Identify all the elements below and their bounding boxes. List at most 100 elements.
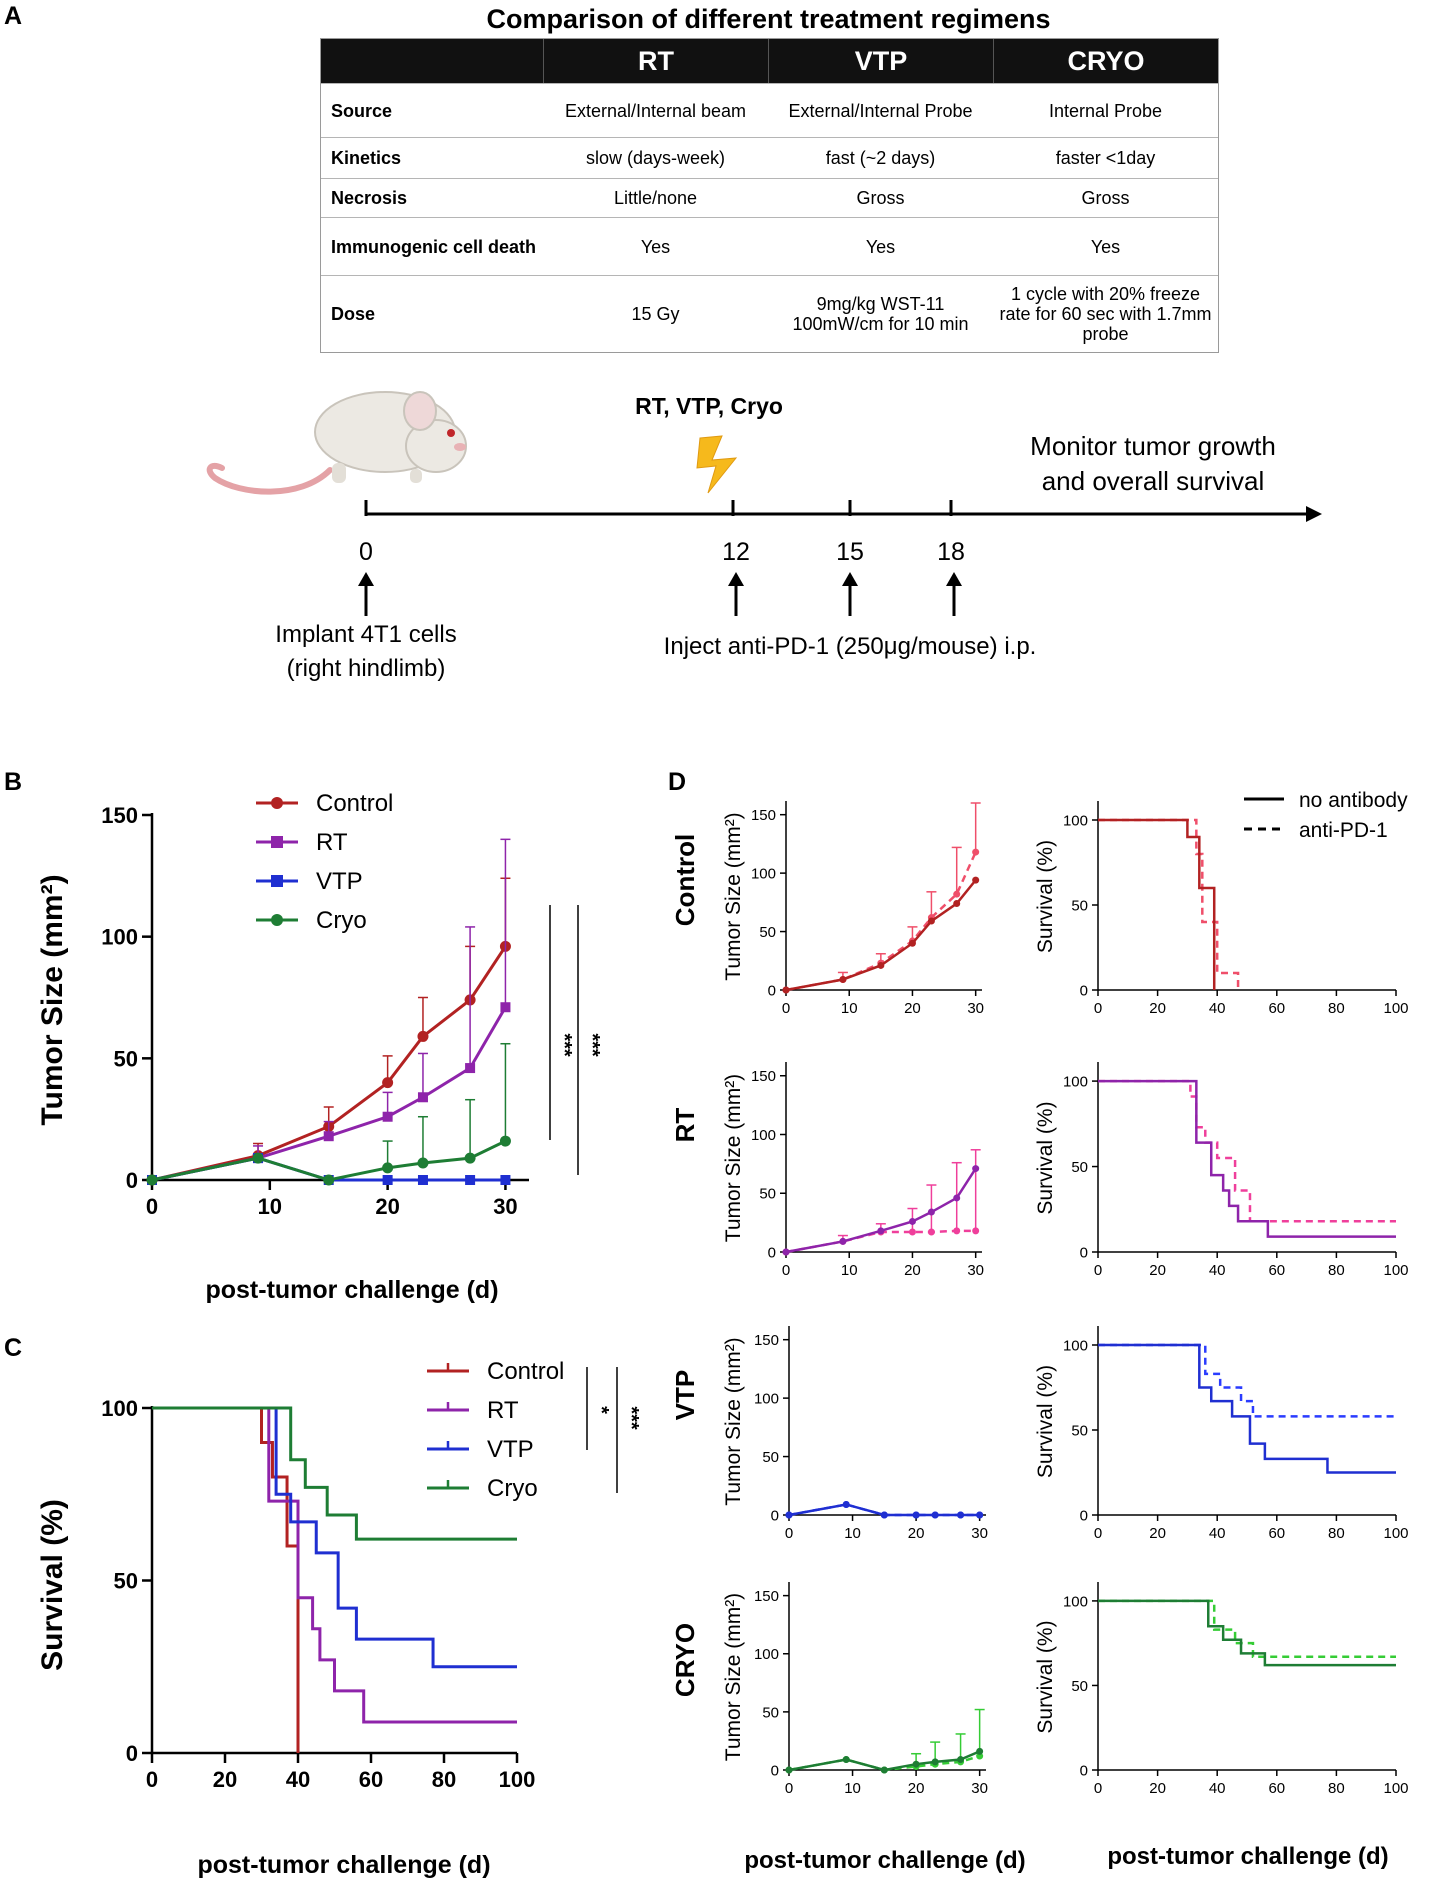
legend-label: Cryo bbox=[487, 1475, 538, 1502]
table-cell: Source bbox=[331, 100, 393, 121]
x-tick-label: 30 bbox=[971, 1780, 988, 1797]
data-point bbox=[782, 986, 790, 994]
x-tick-label: 80 bbox=[1328, 1262, 1345, 1279]
table-row: Immunogenic cell death Yes Yes Yes bbox=[321, 217, 1218, 275]
data-point bbox=[957, 1756, 965, 1764]
table-row: Dose 15 Gy 9mg/kg WST-11 100mW/cm for 10… bbox=[321, 275, 1218, 352]
x-tick-label: 10 bbox=[258, 1194, 282, 1219]
legend-label: VTP bbox=[487, 1436, 534, 1463]
legend-label: anti-PD-1 bbox=[1299, 819, 1388, 842]
x-tick-label: 20 bbox=[904, 1262, 921, 1279]
survival-curve bbox=[152, 1406, 300, 1753]
legend-b: Control RT VTP Cryo bbox=[256, 790, 393, 934]
monitor-label: Monitor tumor growth bbox=[1030, 431, 1276, 461]
y-tick-label: 100 bbox=[751, 1127, 776, 1144]
lightning-icon bbox=[696, 435, 738, 494]
y-tick-label: 0 bbox=[1080, 1507, 1088, 1524]
y-tick-label: 100 bbox=[1063, 1593, 1088, 1610]
table-cell: Immunogenic cell death bbox=[331, 236, 537, 257]
timeline-tick-label: 12 bbox=[722, 538, 750, 566]
legend-label: Cryo bbox=[316, 907, 367, 934]
y-tick-label: 100 bbox=[751, 866, 776, 883]
y-axis-label: Survival (%) bbox=[36, 1499, 69, 1671]
x-tick-label: 60 bbox=[1268, 1000, 1285, 1017]
x-tick-label: 40 bbox=[1209, 1262, 1226, 1279]
data-point bbox=[500, 1175, 511, 1185]
legend-label: Control bbox=[316, 790, 393, 817]
y-axis-label: Tumor Size (mm²) bbox=[36, 874, 69, 1125]
chart-d-row: 0 10 20 30 0 50 100 150 Tumor Size (mm²) VTP 0 20 40… bbox=[670, 1326, 1409, 1542]
legend-label: no antibody bbox=[1299, 789, 1408, 812]
data-point bbox=[146, 1174, 158, 1186]
data-point bbox=[976, 1511, 984, 1519]
y-tick-label: 50 bbox=[1071, 1159, 1088, 1176]
x-tick-label: 100 bbox=[1383, 1000, 1408, 1017]
x-tick-label: 0 bbox=[1094, 1525, 1102, 1542]
data-point bbox=[927, 1228, 935, 1236]
y-tick-label: 0 bbox=[126, 1168, 138, 1193]
x-tick-label: 20 bbox=[213, 1767, 237, 1792]
data-point bbox=[252, 1152, 264, 1164]
data-point bbox=[382, 1162, 394, 1174]
table-cell: External/Internal Probe bbox=[788, 100, 973, 121]
table-row: Source External/Internal beam External/I… bbox=[321, 83, 1218, 137]
x-tick-label: 60 bbox=[359, 1767, 383, 1792]
table-cell: External/Internal beam bbox=[564, 100, 747, 121]
y-tick-label: 50 bbox=[1071, 897, 1088, 914]
survival-curve bbox=[1098, 818, 1216, 990]
table-cell: Gross bbox=[856, 188, 905, 208]
chart-d-row: 0 10 20 30 0 50 100 150 Tumor Size (mm²) CRYO 0 20 4… bbox=[670, 1582, 1409, 1797]
x-tick-label: 0 bbox=[785, 1780, 793, 1797]
x-tick-label: 0 bbox=[146, 1194, 158, 1219]
data-point bbox=[464, 1152, 476, 1164]
data-point bbox=[931, 1511, 939, 1519]
x-tick-label: 0 bbox=[146, 1767, 158, 1792]
y-axis-label: Survival (%) bbox=[1034, 1365, 1057, 1478]
data-point bbox=[908, 1217, 916, 1225]
x-tick-label: 10 bbox=[844, 1780, 861, 1797]
significance-marker: *** bbox=[581, 1033, 603, 1057]
survival-curve bbox=[152, 1406, 517, 1669]
table-cell: 1 cycle with 20% freeze rate for 60 sec … bbox=[999, 284, 1212, 344]
y-tick-label: 0 bbox=[768, 1244, 776, 1261]
survival-curve bbox=[1098, 1343, 1396, 1474]
data-point bbox=[839, 1237, 847, 1245]
legend-marker bbox=[271, 914, 283, 926]
data-point bbox=[877, 961, 885, 969]
y-tick-label: 0 bbox=[1080, 1244, 1088, 1261]
y-tick-label: 0 bbox=[771, 1507, 779, 1524]
significance-marker: *** bbox=[620, 1406, 642, 1430]
series-line bbox=[151, 1006, 507, 1182]
data-point bbox=[880, 1511, 888, 1519]
x-axis-label: post-tumor challenge (d) bbox=[197, 1851, 490, 1879]
table-cell: faster <1day bbox=[1055, 148, 1156, 168]
x-tick-label: 20 bbox=[1149, 1780, 1166, 1797]
x-tick-label: 20 bbox=[1149, 1262, 1166, 1279]
table-row: Necrosis Little/none Gross Gross bbox=[321, 178, 1218, 217]
x-tick-label: 0 bbox=[1094, 1262, 1102, 1279]
y-tick-label: 150 bbox=[751, 807, 776, 824]
x-tick-label: 40 bbox=[1209, 1780, 1226, 1797]
x-axis-label: post-tumor challenge (d) bbox=[205, 1276, 498, 1304]
panel-b-label: B bbox=[4, 768, 22, 796]
data-point bbox=[880, 1766, 888, 1774]
chart-b: 0 10 20 30 0 50 100 150 post-tumor challenge (d)… bbox=[36, 790, 603, 1304]
table-header-cell: VTP bbox=[768, 39, 993, 83]
y-tick-label: 50 bbox=[1071, 1422, 1088, 1439]
data-point bbox=[382, 1175, 393, 1185]
x-tick-label: 60 bbox=[1268, 1262, 1285, 1279]
table-cell: 15 Gy bbox=[631, 304, 680, 324]
data-point bbox=[953, 1227, 961, 1235]
y-axis-label: Tumor Size (mm²) bbox=[722, 812, 745, 980]
data-point bbox=[842, 1756, 850, 1764]
data-point bbox=[465, 1063, 476, 1074]
table-header-cell: CRYO bbox=[993, 39, 1218, 83]
y-tick-label: 50 bbox=[114, 1568, 138, 1593]
row-label: RT bbox=[670, 1108, 700, 1143]
data-point bbox=[785, 1766, 793, 1774]
x-tick-label: 60 bbox=[1268, 1525, 1285, 1542]
legend-label: VTP bbox=[316, 868, 363, 895]
table-header-row: RT VTP CRYO bbox=[321, 39, 1218, 83]
